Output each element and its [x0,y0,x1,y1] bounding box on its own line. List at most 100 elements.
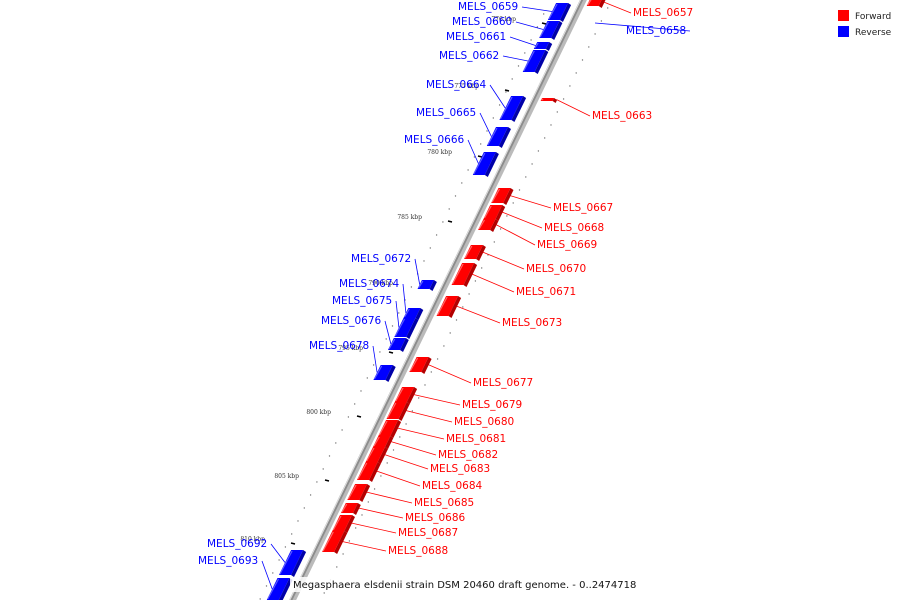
gene-side [359,484,371,502]
gene-side [552,98,558,103]
gene-label: MELS_0657 [633,7,693,19]
tick-mark [504,89,510,92]
tick-label: 795 kbp [338,345,363,352]
gene-highlight [487,127,498,146]
legend-label-reverse: Reverse [855,28,892,38]
gene-side [390,420,402,438]
guide-dot [467,169,469,171]
gene-label: MELS_0686 [405,512,465,524]
gene-block [373,365,396,382]
guide-dot [391,325,394,327]
guide-dot [316,481,318,483]
gene-side [495,205,506,221]
gene-leader-line [261,560,273,590]
guide-dot [347,416,350,418]
gene-block [540,98,558,103]
guide-dot [399,436,401,438]
gene-highlight [499,96,513,120]
guide-dot [455,319,458,321]
guide-dot [418,397,420,399]
gene-side [385,365,396,382]
gene-side [598,0,606,8]
guide-dot [335,442,337,444]
guide-dot [342,553,344,555]
guide-dot [405,423,407,425]
guide-dot [278,559,280,561]
guide-dot [411,410,414,412]
gene-leader-line [395,300,400,328]
gene-side [400,338,409,352]
guide-dot [468,293,470,295]
gene-label: MELS_0680 [454,416,514,428]
gene-leader-line [342,541,387,552]
gene-leader-line [482,251,525,270]
gene-leader-line [603,1,632,14]
guide-dot [498,104,501,106]
gene-side [406,318,419,339]
guide-dot [443,345,445,347]
tick-group: 776 kbp 775 kbp 780 kbp 785 kbp 790 kbp 795 k… [240,16,547,545]
gene-block [357,462,381,482]
guide-dot [517,65,520,67]
guide-dot [367,501,369,503]
gene-label: MELS_0672 [351,253,411,265]
gene-leader-line [502,55,529,62]
gene-body [347,484,368,500]
gene-label: MELS_0684 [422,480,482,492]
guide-dot [303,507,305,509]
gene-side [476,245,486,261]
guide-dot [536,26,539,28]
gene-block [378,420,402,438]
guide-dot [259,598,261,600]
guide-dot [562,98,565,100]
gene-leader-line [427,364,472,384]
gene-body [279,550,304,575]
tick-mark [388,351,394,354]
gene-highlight [473,152,486,175]
gene-leader-line [489,84,506,109]
gene-highlight [366,447,375,462]
gene-side [448,296,462,318]
gene-leader-line [384,320,392,345]
guide-dot [386,462,388,464]
guide-dot [355,527,357,529]
guide-dot [525,176,527,178]
gene-highlight [478,219,486,230]
gene-block [483,205,506,221]
gene-highlight [378,420,388,436]
gene-side [484,152,499,177]
gene-label: MELS_0688 [388,545,448,557]
gene-highlight [523,50,535,72]
tick-label: 790 kbp [368,280,393,287]
guide-dot [309,494,312,496]
guide-dot [392,449,395,451]
gene-block [388,338,409,352]
tick-mark [290,542,296,545]
gene-highlight [386,402,397,419]
gene-block [341,503,361,515]
gene-label: MELS_0660 [452,16,512,28]
backbone-group [289,0,587,600]
gene-highlight [491,188,501,203]
guide-dot [524,52,526,54]
gene-body [388,338,406,350]
gene-side [398,402,410,421]
tick-label: 776 kbp [491,16,516,23]
gene-body [464,245,483,259]
guide-dot [272,572,274,574]
gene-body [540,98,555,101]
gene-leader-line [414,258,421,285]
gene-block [499,96,527,122]
guide-dot [354,403,356,405]
gene-side [498,127,511,148]
guide-dot [424,384,426,386]
gene-label: MELS_0664 [426,79,486,91]
guide-dot [569,85,571,87]
gene-label: MELS_0685 [414,497,474,509]
gene-leader-line [479,112,492,137]
gene-leader-line [471,273,515,293]
guide-dot [575,72,577,74]
gene-body [394,387,415,402]
gene-body [373,436,391,447]
